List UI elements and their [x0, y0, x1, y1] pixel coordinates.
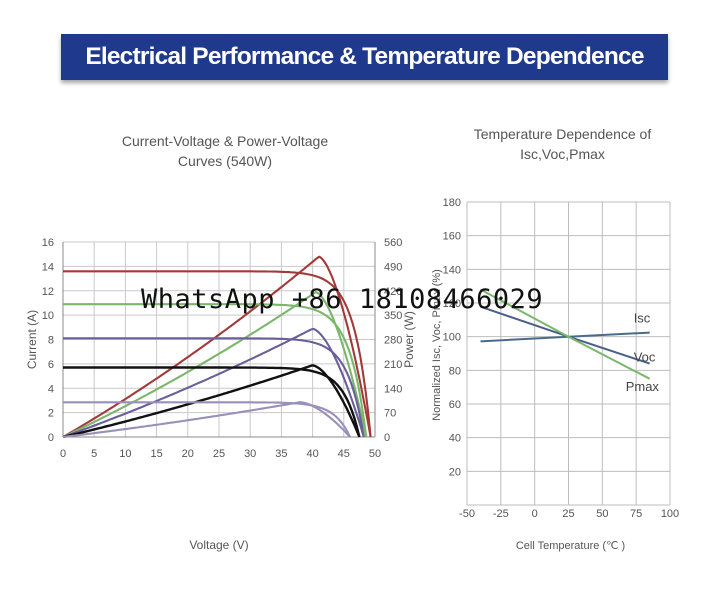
temp-ytick-label: 160: [443, 231, 461, 243]
iv-xtick-label: 40: [306, 448, 318, 460]
iv-y2tick-label: 140: [384, 383, 402, 395]
iv-ytick-label: 14: [42, 261, 54, 273]
temp-chart-title: Temperature Dependence of Isc,Voc,Pmax: [450, 124, 675, 164]
iv-chart-title: Current-Voltage & Power-Voltage Curves (…: [90, 131, 360, 171]
iv-series-5-pv-curve: [62, 327, 365, 438]
iv-ytick-label: 2: [48, 408, 54, 420]
temp-xtick-label: 0: [532, 508, 538, 520]
header-title: Electrical Performance & Temperature Dep…: [85, 43, 644, 70]
iv-ytick-label: 6: [48, 359, 54, 371]
iv-y-axis-label: Current (A): [25, 310, 39, 369]
iv-y2tick-label: 350: [384, 310, 402, 322]
temp-ytick-label: 180: [443, 197, 461, 209]
iv-xtick-label: 5: [91, 448, 97, 460]
iv-xtick-label: 20: [182, 448, 194, 460]
header-banner: Electrical Performance & Temperature Dep…: [61, 34, 668, 80]
iv-series-4-iv-curve: [63, 337, 365, 438]
temp-series-pmax-line: [480, 288, 651, 380]
iv-xtick-label: 50: [369, 448, 381, 460]
iv-xtick-label: 45: [338, 448, 350, 460]
iv-ytick-label: 12: [42, 286, 54, 298]
temp-chart-title-line-1: Temperature Dependence of: [473, 126, 652, 142]
iv-series-9-pv-curve: [62, 401, 351, 439]
temp-ytick-label: 140: [443, 264, 461, 276]
iv-y2tick-label: 560: [384, 237, 402, 249]
temp-y-axis-label: Normalized Isc, Voc, Pmax (%): [431, 269, 443, 421]
temp-ytick-label: 80: [449, 365, 461, 377]
iv-ytick-label: 0: [48, 432, 54, 444]
iv-y2tick-label: 280: [384, 335, 402, 347]
temp-series-voc-label: Voc: [634, 350, 656, 365]
temp-xtick-label: 50: [596, 508, 608, 520]
iv-ytick-label: 16: [42, 237, 54, 249]
temp-xtick-label: 100: [661, 508, 679, 520]
iv-xtick-label: 0: [60, 448, 66, 460]
iv-y2tick-label: 210: [384, 359, 402, 371]
iv-ytick-label: 4: [48, 383, 54, 395]
temp-chart-title-line-2: Isc,Voc,Pmax: [520, 146, 605, 162]
temp-ytick-label: 20: [449, 466, 461, 478]
iv-series-2-iv-curve: [63, 303, 368, 438]
temp-ytick-label: 100: [443, 332, 461, 344]
iv-series-0-iv-curve: [63, 270, 372, 438]
watermark-text: WhatsApp +86 18108466029: [141, 284, 544, 315]
temp-series-pmax-label: Pmax: [626, 379, 660, 394]
iv-series-7-pv-curve: [62, 364, 361, 439]
temp-xtick-label: -50: [459, 508, 475, 520]
temp-series-isc-label: Isc: [634, 311, 651, 326]
iv-ytick-label: 10: [42, 310, 54, 322]
iv-xtick-label: 10: [119, 448, 131, 460]
iv-y2tick-label: 0: [384, 432, 390, 444]
temp-ytick-label: 40: [449, 433, 461, 445]
iv-xtick-label: 25: [213, 448, 225, 460]
iv-x-axis-label: Voltage (V): [189, 538, 248, 552]
iv-y2tick-label: 70: [384, 408, 396, 420]
temp-ytick-label: 120: [443, 298, 461, 310]
iv-y2-axis-label: Power (W): [402, 311, 416, 368]
temp-xtick-label: -25: [493, 508, 509, 520]
iv-xtick-label: 30: [244, 448, 256, 460]
temp-xtick-label: 25: [562, 508, 574, 520]
iv-y2tick-label: 420: [384, 286, 402, 298]
iv-series-1-pv-curve: [62, 255, 372, 438]
iv-ytick-label: 8: [48, 335, 54, 347]
temp-xtick-label: 75: [630, 508, 642, 520]
iv-series-8-iv-curve: [63, 401, 351, 438]
iv-series-3-pv-curve: [62, 291, 368, 438]
iv-xtick-label: 15: [150, 448, 162, 460]
iv-y2tick-label: 490: [384, 261, 402, 273]
iv-chart-title-line-2: Curves (540W): [177, 153, 273, 169]
iv-series-6-iv-curve: [63, 366, 361, 438]
temp-x-axis-label: Cell Temperature (℃ ): [516, 540, 625, 552]
iv-chart-title-line-1: Current-Voltage & Power-Voltage: [121, 133, 329, 149]
iv-xtick-label: 35: [275, 448, 287, 460]
temp-ytick-label: 60: [449, 399, 461, 411]
